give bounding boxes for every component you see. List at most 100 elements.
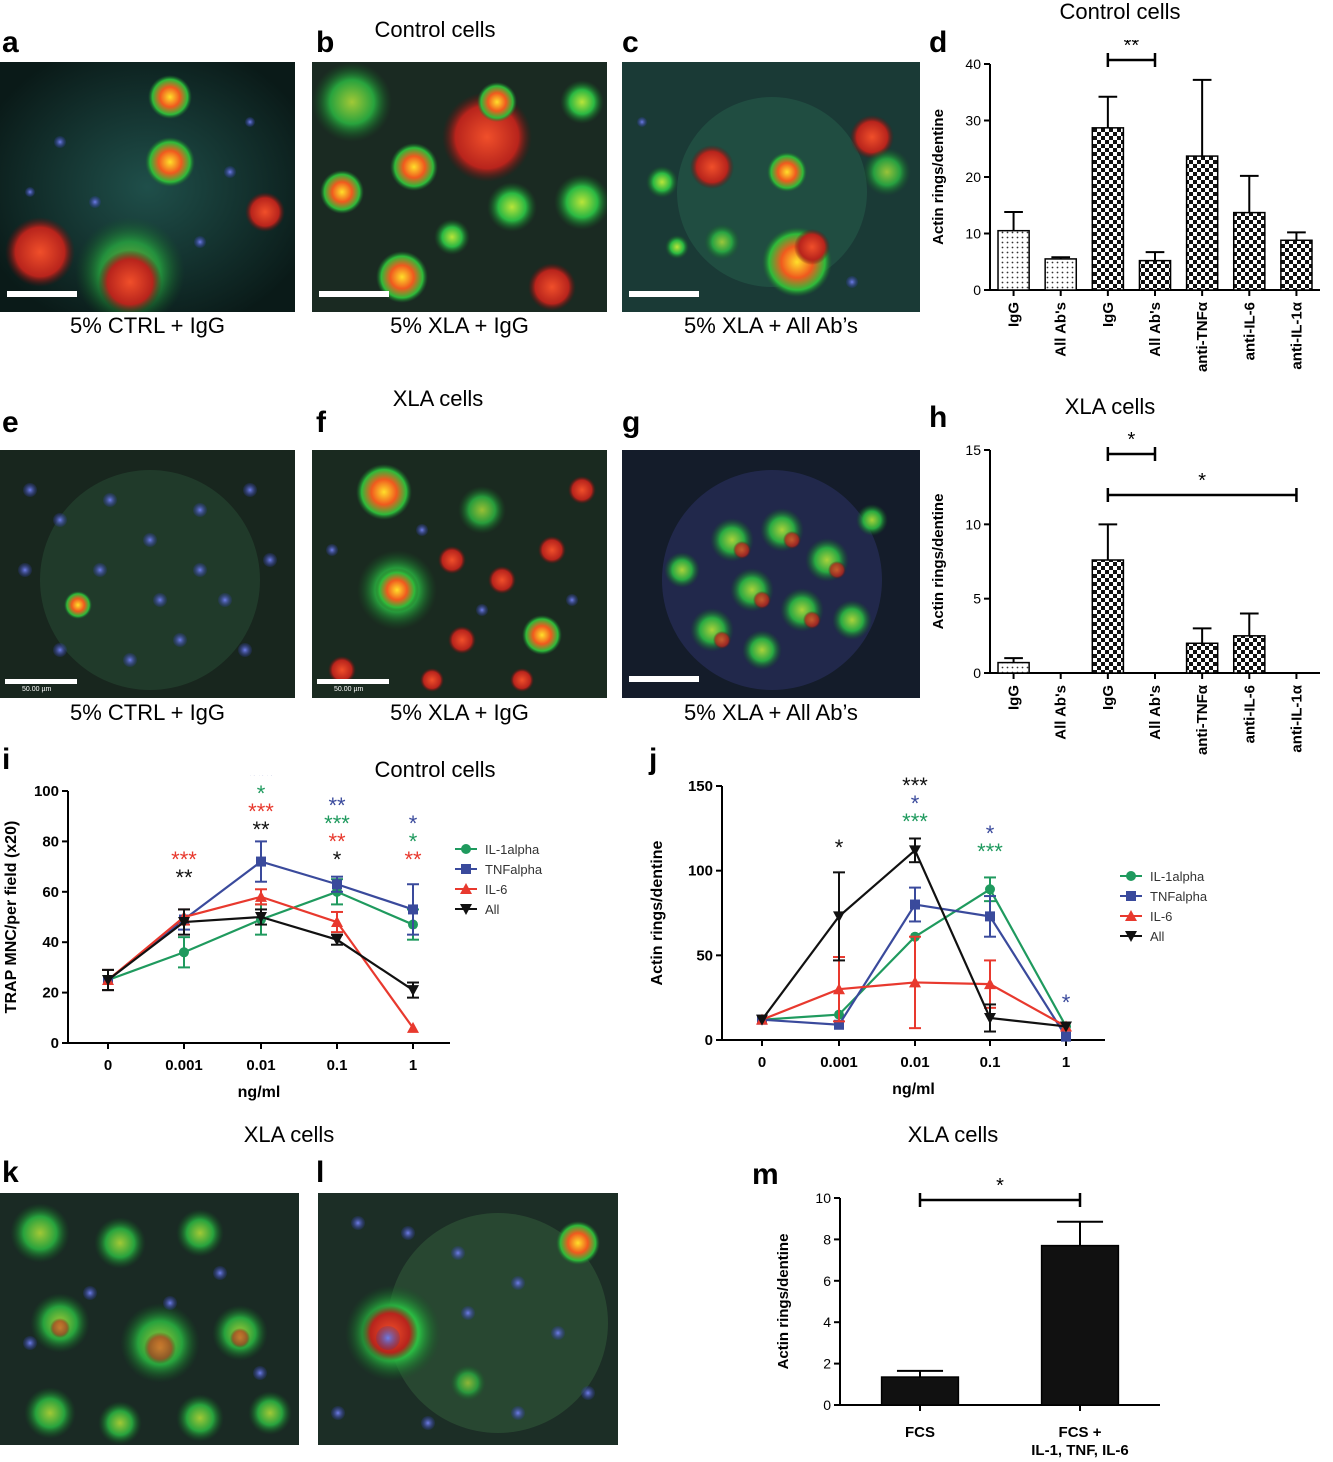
data-point [909, 976, 921, 988]
significance-label: *** [902, 809, 928, 834]
y-tick-label: 60 [42, 884, 59, 901]
panel-label-i: i [2, 743, 11, 776]
panel-label-j: j [649, 743, 658, 776]
significance-label: *** [324, 811, 350, 836]
y-tick-label: 0 [973, 665, 981, 681]
y-tick-label: 0 [823, 1397, 831, 1413]
significance-label: * [1062, 990, 1071, 1015]
y-tick-label: 150 [688, 778, 713, 795]
chart-m: 0 2 4 6 8 10 Actin rings/dentine FCS FCS +IL-1, … [775, 1175, 1160, 1459]
y-tick-label: 8 [823, 1231, 831, 1247]
y-axis-label: Actin rings/dentine [930, 494, 947, 630]
bar [1040, 1244, 1120, 1406]
x-tick-label: 0.001 [820, 1054, 858, 1071]
data-point [1060, 1021, 1072, 1033]
micrograph-f: 50.00 µm [312, 450, 607, 698]
category-label: anti-TNFα [1194, 684, 1211, 755]
caption-e: 5% CTRL + IgG [69, 700, 226, 725]
data-point [1125, 931, 1137, 942]
category-label: FCS + [1059, 1424, 1102, 1441]
bar [1232, 635, 1266, 674]
data-point [255, 912, 267, 923]
data-point [461, 844, 471, 854]
data-point [984, 978, 996, 990]
data-point [756, 1014, 768, 1026]
significance-label: ** [252, 817, 270, 842]
x-tick-label: 0.01 [246, 1057, 275, 1074]
category-label: All Ab's [1053, 302, 1070, 357]
panel-label-l: l [316, 1156, 325, 1189]
chart-i: 0 20 40 60 80 100 0 0.001 0.01 0.1 1 ng/ml TRAP MNC/… [3, 775, 543, 1101]
category-label: All Ab's [1147, 685, 1164, 740]
significance-label: ** [328, 793, 346, 818]
micrograph-g [622, 450, 920, 698]
chart-h: 0 5 10 15 Actin rings/dentine IgG All Ab's IgG A… [930, 430, 1320, 755]
significance-label: *** [977, 839, 1003, 864]
significance-label: *** [248, 799, 274, 824]
panel-label-m: m [752, 1158, 779, 1191]
micrograph-l [318, 1193, 618, 1445]
significance-label: * [1198, 470, 1206, 492]
y-tick-label: 10 [965, 516, 981, 532]
chart-j: 0 50 100 150 0 0.001 0.01 0.1 1 ng/ml Actin rings/… [649, 775, 1208, 1098]
panel-label-e: e [2, 406, 19, 439]
category-label: anti-TNFα [1194, 301, 1211, 372]
bar [1232, 211, 1266, 291]
category-label: IgG [1100, 685, 1117, 710]
significance-label: * [911, 791, 920, 816]
y-tick-label: 40 [965, 56, 981, 72]
scalebar-f [317, 679, 389, 684]
bar [997, 661, 1030, 674]
scalebar-g [629, 676, 699, 682]
data-point [255, 890, 267, 902]
data-point [179, 947, 189, 958]
panel-label-c: c [622, 26, 639, 59]
chart-d: 0 10 20 30 40 Actin rings/dentine IgG All Ab's I… [930, 40, 1320, 372]
y-tick-label: 4 [823, 1314, 831, 1330]
category-label: anti-IL-1α [1288, 684, 1305, 752]
micrograph-k [0, 1193, 299, 1445]
data-point [1125, 910, 1137, 921]
data-point [1126, 871, 1136, 881]
data-point [408, 904, 418, 915]
data-point [1061, 1031, 1071, 1042]
data-point [331, 934, 343, 946]
scalebar-e [5, 679, 77, 684]
bar [1138, 259, 1172, 291]
significance-label: ** [328, 829, 346, 854]
data-point [332, 879, 342, 890]
bar [1091, 559, 1125, 674]
significance-label: ** [404, 847, 422, 872]
data-point [985, 911, 995, 922]
y-tick-label: 20 [42, 985, 59, 1002]
y-tick-label: 15 [965, 442, 981, 458]
heading-xla-h: XLA cells [1064, 394, 1156, 419]
significance-label: ** [1124, 40, 1140, 57]
heading-xla-m: XLA cells [907, 1122, 999, 1147]
y-tick-label: 40 [42, 934, 59, 951]
data-point [985, 884, 995, 895]
y-tick-label: 6 [823, 1273, 831, 1289]
data-point [407, 1021, 419, 1033]
significance-label: *** [902, 775, 928, 798]
significance-label: * [996, 1175, 1004, 1197]
data-point [461, 864, 471, 874]
category-label: IL-1, TNF, IL-6 [1031, 1442, 1129, 1459]
data-point [331, 916, 343, 928]
y-tick-label: 0 [705, 1032, 713, 1049]
significance-label: * [333, 847, 342, 872]
scalebar-c [629, 291, 699, 297]
caption-a: 5% CTRL + IgG [69, 313, 226, 338]
data-point [1126, 891, 1136, 901]
legend-label: IL-6 [1150, 909, 1172, 924]
scalebar-text-f: 50.00 µm [334, 686, 364, 693]
y-tick-label: 10 [815, 1190, 831, 1206]
data-point [834, 1019, 844, 1030]
x-tick-label: 1 [409, 1057, 417, 1074]
x-tick-label: 0.1 [327, 1057, 348, 1074]
x-axis-label: ng/ml [238, 1084, 281, 1101]
significance-label: * [835, 835, 844, 860]
significance-label: *** [248, 775, 274, 788]
heading-control-top: Control cells [374, 17, 496, 42]
data-point [833, 911, 845, 923]
